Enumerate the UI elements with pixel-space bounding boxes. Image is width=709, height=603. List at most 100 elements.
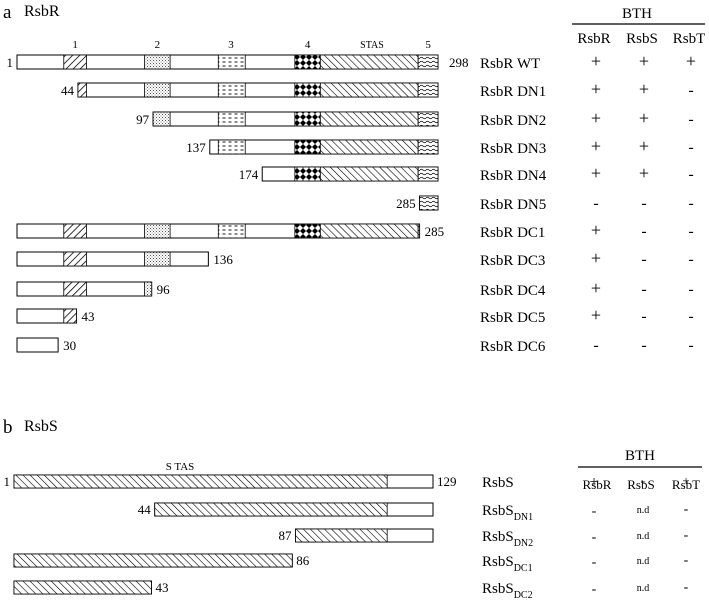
start-residue-label: 1	[7, 55, 14, 70]
start-residue-label: 285	[396, 196, 416, 211]
panel-a-letter: a	[3, 2, 12, 23]
stas-domain-box	[295, 528, 388, 543]
domain-number-4: 4	[305, 39, 311, 51]
column-header-rsbr: RsbR	[583, 477, 612, 492]
domain-number-2: 2	[155, 39, 161, 51]
end-residue-label: 136	[213, 252, 233, 267]
construct-row: 97 RsbR DN2 + + -	[136, 108, 694, 129]
panel-a-construct-rows: 1 298 RsbR WT + + +44 RsbR DN1 + + - 97 RsbR DN2 + + -…	[7, 51, 697, 355]
result-rsbs: n.d	[637, 583, 650, 594]
construct-bar	[16, 251, 209, 267]
result-rsbs: +	[639, 51, 649, 71]
column-header-rsbr: RsbR	[577, 31, 610, 47]
start-residue-label: 44	[61, 83, 75, 98]
stas-domain-box	[319, 54, 419, 70]
construct-name: RsbR DN2	[480, 113, 546, 129]
domain-5-box	[417, 54, 439, 70]
panel-a-column-headers: RsbR RsbS RsbT	[577, 31, 705, 47]
result-rsbs: n.d	[637, 531, 650, 542]
construct-row: 44 RsbR DN1 + + -	[61, 79, 694, 100]
domain-4-box	[294, 166, 321, 182]
domain-3-box	[217, 223, 246, 239]
panel-b-title: RsbS	[24, 418, 58, 435]
construct-name: RsbSDC2	[482, 581, 533, 601]
domain-4-box	[294, 223, 321, 239]
construct-row: 44 RsbSDN1 - n.d -	[138, 502, 689, 523]
construct-name: RsbR DN3	[480, 141, 546, 157]
result-rsbs: -	[641, 474, 646, 489]
construct-row: 86 RsbSDC1 - n.d -	[13, 553, 689, 574]
domain-2-box	[144, 251, 171, 267]
start-residue-label: 87	[279, 528, 293, 543]
construct-name: RsbR DN5	[480, 197, 546, 213]
construct-row: 43 RsbR DC5 + - -	[16, 305, 694, 326]
result-rsbt: -	[688, 337, 693, 354]
column-header-rsbt: RsbT	[673, 31, 706, 47]
result-rsbr: +	[589, 474, 598, 491]
domain-number-5: 5	[425, 39, 431, 51]
construct-name: RsbS	[482, 475, 514, 491]
domain-number-1: 1	[72, 39, 78, 51]
end-residue-label: 129	[437, 474, 457, 489]
construct-row: 96 RsbR DC4 + - -	[16, 278, 694, 299]
start-residue-label: 97	[136, 112, 150, 127]
result-rsbs: -	[641, 223, 646, 240]
construct-name: RsbSDN2	[482, 529, 533, 549]
result-rsbs: +	[639, 163, 649, 183]
construct-subscript: DN1	[514, 512, 533, 523]
domain-3-box	[217, 54, 246, 70]
stas-domain-box	[319, 139, 419, 155]
end-residue-label: 298	[449, 55, 469, 70]
result-rsbs: -	[641, 195, 646, 212]
result-rsbr: +	[591, 79, 601, 99]
start-residue-label: 174	[239, 167, 259, 182]
construct-row: 136 RsbR DC3 + - -	[16, 248, 694, 269]
end-residue-label: 30	[63, 338, 76, 353]
result-rsbr: +	[591, 220, 601, 240]
stas-domain-box	[13, 474, 388, 489]
construct-row: 1 298 RsbR WT + + +	[7, 51, 697, 72]
panel-a-title: RsbR	[24, 3, 60, 20]
construct-subscript: DC2	[514, 590, 533, 601]
domain-4-box	[294, 82, 321, 98]
end-residue-label: 43	[155, 580, 168, 595]
panel-b-construct-rows: 1 129 RsbS + - +44 RsbSDN1- n.d -87 RsbSDN2- n.d -8…	[4, 473, 690, 601]
construct-row: 137 RsbR DN3 + + -	[186, 136, 693, 157]
result-rsbr: +	[591, 278, 601, 298]
domain-2-box	[144, 54, 171, 70]
construct-row: 43 RsbSDC2 - n.d -	[13, 580, 689, 601]
construct-row: 174 RsbR DN4 + + -	[239, 163, 694, 184]
result-rsbt: -	[688, 251, 693, 268]
result-rsbt: -	[688, 308, 693, 325]
construct-name: RsbR DC6	[480, 339, 546, 355]
result-rsbt: +	[686, 51, 696, 71]
domain-4-box	[294, 139, 321, 155]
result-rsbt: -	[688, 281, 693, 298]
construct-name: RsbR DC5	[480, 310, 545, 326]
construct-name: RsbR DC4	[480, 283, 546, 299]
result-rsbr: +	[591, 163, 601, 183]
construct-name: RsbR DC3	[480, 253, 545, 269]
result-rsbr: -	[592, 582, 597, 597]
result-rsbt: -	[688, 195, 693, 212]
stas-domain-box	[319, 166, 419, 182]
domain-1-box	[63, 281, 87, 297]
domain-5-box	[417, 139, 439, 155]
result-rsbs: -	[641, 337, 646, 354]
stas-domain-box	[319, 223, 419, 239]
construct-name: RsbR DN1	[480, 84, 546, 100]
result-rsbr: +	[591, 136, 601, 156]
construct-row: 1 129 RsbS + - +	[4, 473, 690, 491]
domain-2-box	[152, 111, 171, 127]
result-rsbr: -	[593, 337, 598, 354]
stas-domain-box	[13, 553, 293, 568]
result-rsbs: +	[639, 108, 649, 128]
end-residue-label: 96	[157, 282, 171, 297]
domain-number-labels: 1 2 3 4 5	[72, 39, 431, 51]
result-rsbr: -	[593, 195, 598, 212]
panel-b: b RsbS BTH RsbR RsbS RsbT S TAS 1 129 RsbS + -…	[3, 417, 702, 601]
start-residue-label: 137	[186, 140, 206, 155]
domain-1-box	[63, 54, 87, 70]
stas-domain-box	[319, 111, 419, 127]
